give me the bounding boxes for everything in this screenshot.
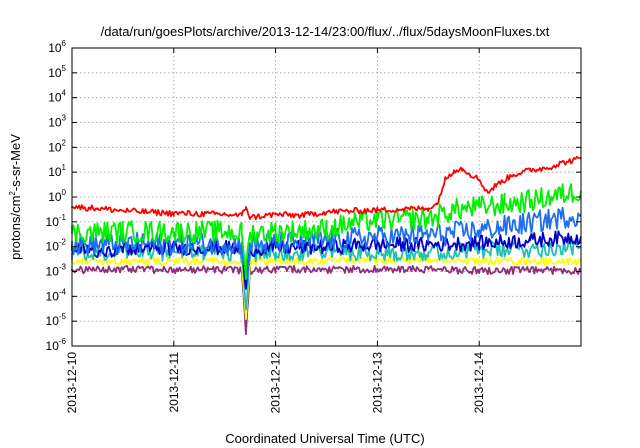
y-tick-exponent: -5 — [59, 312, 67, 321]
y-tick-label: 10-3 — [46, 263, 67, 279]
y-tick-exponent: 6 — [62, 39, 67, 48]
y-tick-label: 10-2 — [46, 238, 67, 254]
x-tick-label: 2013-12-13 — [370, 352, 384, 414]
y-tick-base: 10 — [48, 165, 62, 179]
y-tick-label: 102 — [48, 138, 66, 154]
y-tick-exponent: 2 — [62, 138, 67, 147]
y-tick-base: 10 — [48, 116, 62, 130]
y-tick-base: 10 — [46, 215, 60, 229]
y-tick-exponent: -1 — [59, 213, 67, 222]
y-tick-exponent: 5 — [62, 64, 67, 73]
y-tick-exponent: 0 — [62, 188, 67, 197]
y-tick-exponent: 1 — [62, 163, 67, 172]
flux-series-1 — [71, 264, 582, 336]
y-tick-label: 10-1 — [46, 213, 67, 229]
chart-title: /data/run/goesPlots/archive/2013-12-14/2… — [101, 24, 550, 39]
y-tick-label: 105 — [48, 64, 66, 80]
x-tick-labels: 2013-12-10 2013-12-11 2013-12-12 2013-12-13… — [65, 352, 486, 414]
y-tick-labels: 10-610-510-410-310-210-11001011021031041… — [46, 39, 67, 353]
y-tick-label: 101 — [48, 163, 66, 179]
y-tick-label: 100 — [48, 188, 66, 204]
flux-series-3 — [71, 237, 582, 311]
y-tick-base: 10 — [48, 66, 62, 80]
flux-series-4 — [71, 230, 582, 290]
x-tick-label: 2013-12-12 — [269, 352, 283, 414]
y-axis-label: protons/cm2-s-sr-MeV — [8, 134, 23, 260]
y-axis-label-exponent: 2 — [8, 191, 17, 196]
flux-series-6 — [71, 183, 582, 281]
y-tick-label: 10-5 — [46, 312, 67, 328]
y-tick-label: 10-4 — [46, 287, 67, 303]
x-axis-label: Coordinated Universal Time (UTC) — [225, 431, 424, 446]
y-tick-base: 10 — [46, 240, 60, 254]
y-tick-label: 10-6 — [46, 337, 67, 353]
y-tick-base: 10 — [46, 265, 60, 279]
y-tick-exponent: -6 — [59, 337, 67, 346]
y-tick-base: 10 — [48, 41, 62, 55]
y-axis-label-rest: -s-sr-MeV — [8, 134, 23, 191]
y-tick-exponent: 4 — [62, 89, 67, 98]
x-tick-label: 2013-12-14 — [472, 352, 486, 414]
plot-frame — [71, 47, 582, 347]
flux-series-2 — [71, 255, 582, 321]
y-tick-exponent: -2 — [59, 238, 67, 247]
y-tick-base: 10 — [46, 339, 60, 353]
y-tick-base: 10 — [48, 190, 62, 204]
y-tick-label: 106 — [48, 39, 66, 55]
y-tick-base: 10 — [46, 314, 60, 328]
y-tick-base: 10 — [48, 91, 62, 105]
series-group — [71, 156, 582, 336]
y-tick-exponent: 3 — [62, 114, 67, 123]
y-tick-label: 103 — [48, 114, 66, 130]
x-tick-label: 2013-12-10 — [65, 352, 79, 414]
y-tick-exponent: -3 — [59, 263, 67, 272]
x-tick-label: 2013-12-11 — [167, 352, 181, 413]
y-tick-base: 10 — [48, 140, 62, 154]
y-tick-exponent: -4 — [59, 287, 67, 296]
flux-series-7 — [71, 156, 582, 221]
y-tick-base: 10 — [46, 289, 60, 303]
y-tick-label: 104 — [48, 89, 66, 105]
y-axis-label-unit: protons/cm — [8, 196, 23, 260]
